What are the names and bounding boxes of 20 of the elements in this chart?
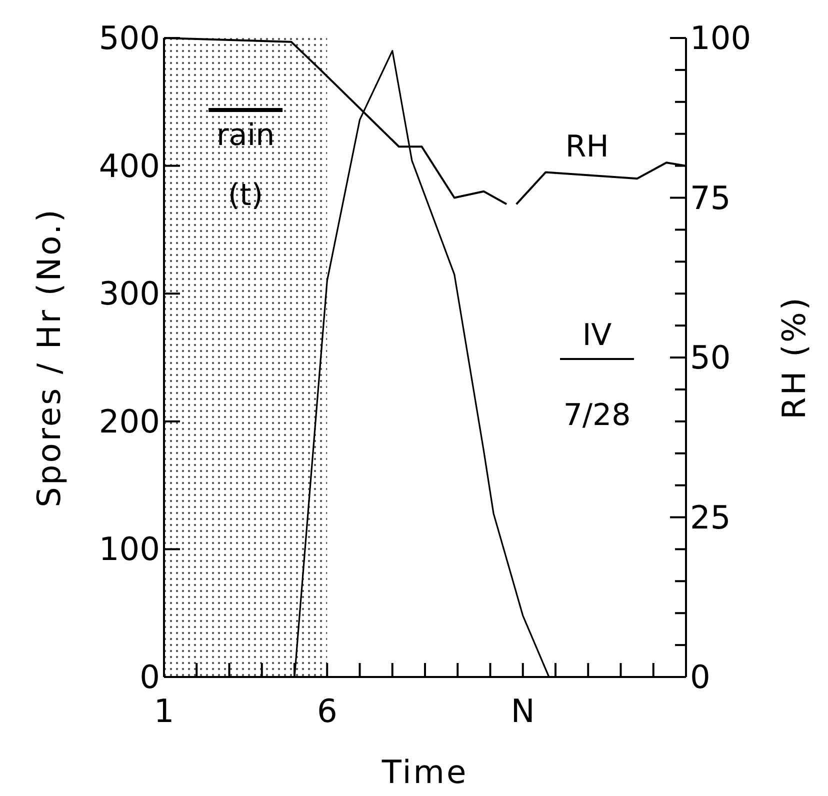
y-tick-label: 200	[98, 402, 160, 440]
y-tick-label: 400	[98, 146, 160, 185]
y-tick-label: 100	[98, 530, 160, 568]
x-tick-label: 6	[316, 692, 338, 730]
y-tick-label: 500	[98, 19, 160, 57]
band-label: rain	[216, 118, 275, 153]
y2-tick-label: 100	[690, 19, 752, 57]
annotation: 7/28	[563, 398, 631, 433]
y-tick-label: 300	[98, 274, 160, 313]
y2-tick-label: 50	[690, 338, 731, 376]
x-tick-label: N	[510, 692, 535, 730]
y2-axis-title: RH (%)	[775, 296, 813, 420]
x-axis-title: Time	[380, 753, 468, 791]
annotation: (t)	[228, 178, 264, 213]
y2-tick-label: 75	[690, 178, 731, 217]
series-label: RH	[565, 130, 609, 165]
annotation: IV	[582, 318, 612, 353]
y2-tick-label: 0	[690, 658, 710, 696]
y-axis-title: Spores / Hr (No.)	[30, 208, 68, 508]
y2-tick-label: 25	[690, 498, 731, 536]
